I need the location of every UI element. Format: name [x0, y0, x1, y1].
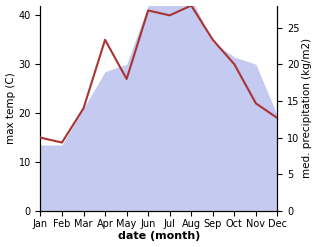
X-axis label: date (month): date (month) — [118, 231, 200, 242]
Y-axis label: med. precipitation (kg/m2): med. precipitation (kg/m2) — [302, 38, 313, 178]
Y-axis label: max temp (C): max temp (C) — [5, 72, 16, 144]
